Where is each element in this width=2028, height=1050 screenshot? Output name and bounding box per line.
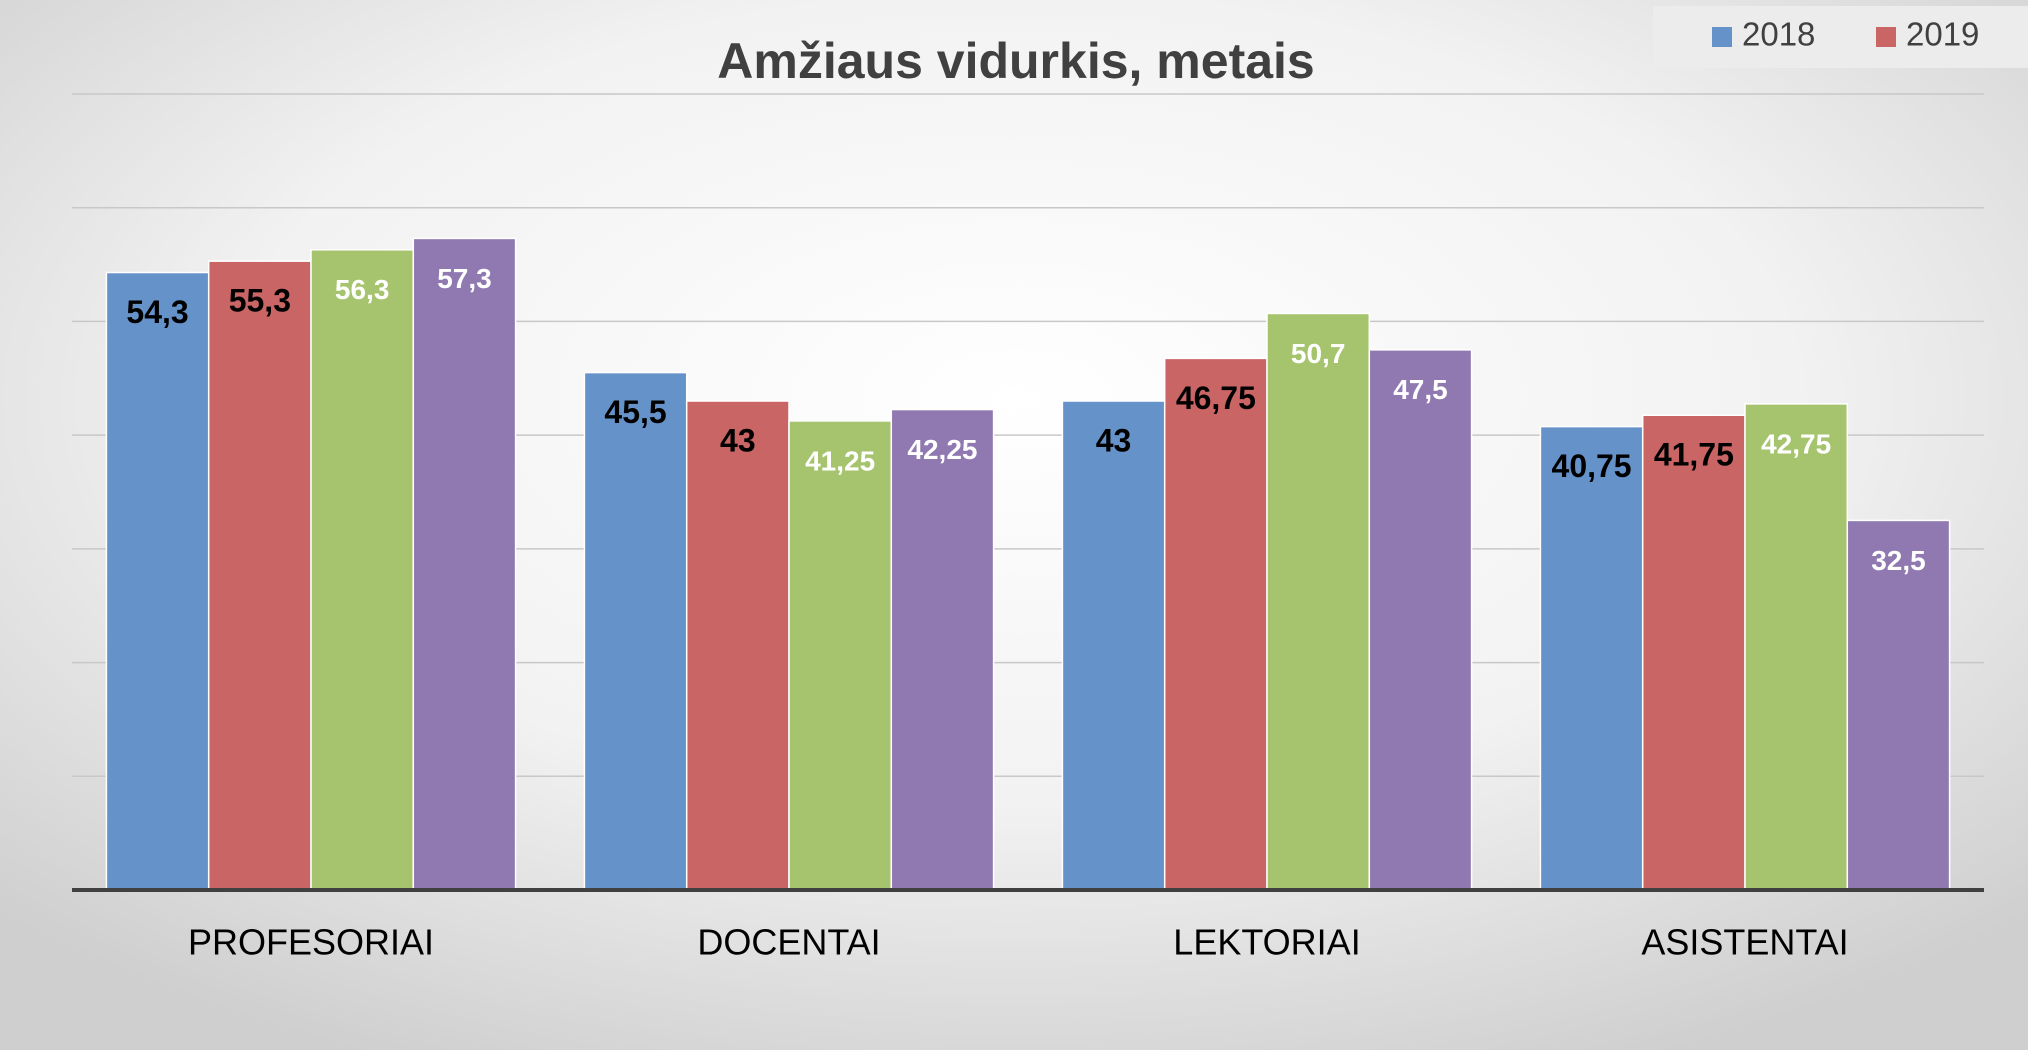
bar [412, 237, 517, 891]
value-label: 43 [1096, 422, 1132, 458]
value-label: 55,3 [229, 283, 291, 319]
x-tick-label: ASISTENTAI [1641, 922, 1848, 963]
x-tick-label: PROFESORIAI [188, 922, 434, 963]
value-label: 41,75 [1654, 437, 1734, 473]
bar [1061, 400, 1166, 891]
bar [1641, 414, 1746, 891]
legend-swatch [1712, 27, 1732, 47]
bar [207, 260, 312, 891]
value-label: 56,3 [335, 274, 390, 305]
x-tick-label: LEKTORIAI [1173, 922, 1360, 963]
bar [310, 249, 415, 891]
value-label: 41,25 [805, 445, 875, 476]
value-label: 42,75 [1761, 428, 1831, 459]
value-label: 42,25 [907, 434, 977, 465]
bar [1163, 357, 1268, 891]
value-label: 54,3 [126, 294, 188, 330]
legend-label: 2018 [1742, 16, 1815, 53]
bar [890, 408, 995, 891]
bar [1846, 519, 1951, 891]
bar [788, 420, 893, 891]
value-label: 40,75 [1552, 448, 1632, 484]
bar [583, 371, 688, 891]
x-tick-label: DOCENTAI [697, 922, 880, 963]
value-label: 32,5 [1871, 545, 1926, 576]
bar [105, 271, 210, 891]
legend-swatch [1876, 27, 1896, 47]
bar [1539, 425, 1644, 891]
value-label: 45,5 [604, 394, 666, 430]
value-label: 43 [720, 422, 756, 458]
bar [1266, 312, 1371, 891]
value-label: 50,7 [1291, 338, 1346, 369]
value-label: 46,75 [1176, 380, 1256, 416]
bar [1368, 349, 1473, 891]
chart-title: Amžiaus vidurkis, metais [717, 33, 1314, 89]
bar [1744, 403, 1849, 891]
bar [685, 400, 790, 891]
value-label: 57,3 [437, 263, 492, 294]
value-label: 47,5 [1393, 374, 1448, 405]
legend-label: 2019 [1906, 16, 1979, 53]
